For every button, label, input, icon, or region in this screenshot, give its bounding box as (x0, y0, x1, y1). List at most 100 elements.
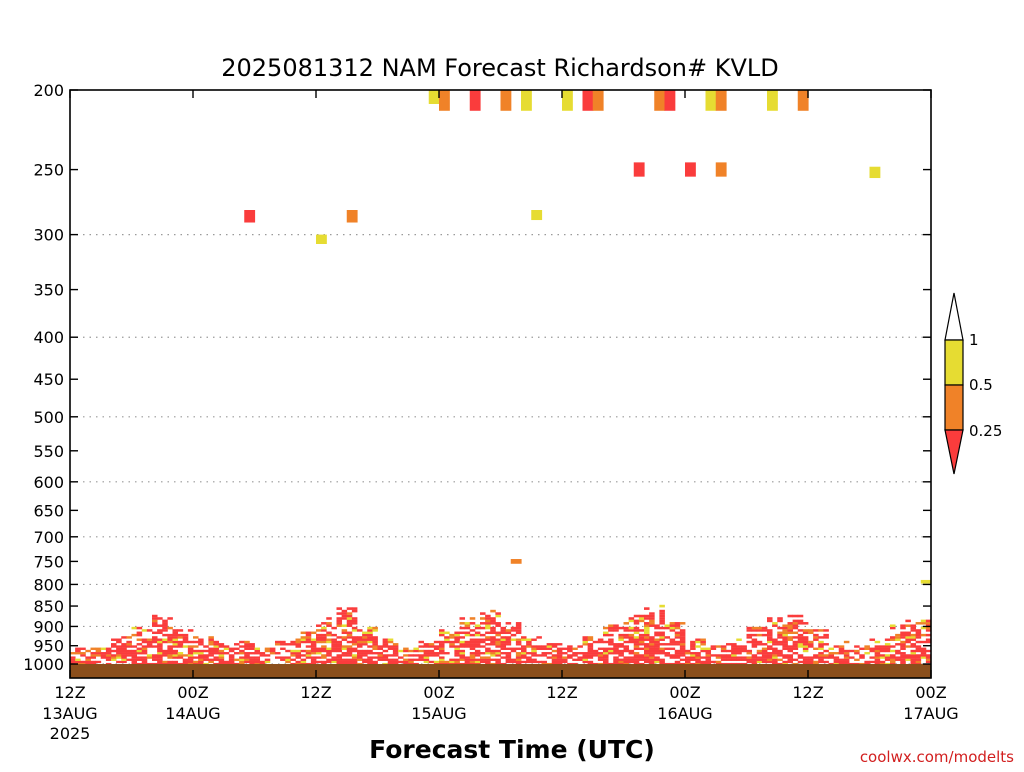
heatmap-cell (146, 638, 153, 641)
heatmap-cell (146, 656, 153, 659)
heatmap-cell (382, 649, 389, 653)
heatmap-cell (654, 90, 666, 111)
heatmap-cell (121, 660, 127, 664)
heatmap-cell (690, 656, 696, 659)
heatmap-cell (910, 649, 917, 653)
heatmap-cell (469, 643, 476, 646)
heatmap-cell (346, 619, 353, 623)
heatmap-cell (633, 638, 640, 641)
heatmap-cell (172, 656, 179, 659)
heatmap-cell (603, 640, 609, 644)
heatmap-cell (372, 629, 378, 632)
heatmap-cell (920, 647, 927, 650)
heatmap-cell (116, 647, 122, 650)
heatmap-cell (659, 643, 665, 646)
heatmap-cell (669, 626, 676, 630)
heatmap-cell (367, 649, 373, 653)
heatmap-cell (910, 658, 917, 661)
heatmap-cell (316, 633, 322, 637)
heatmap-cell (439, 631, 445, 635)
y-tick-label: 200 (33, 81, 64, 100)
heatmap-cell (536, 660, 542, 664)
heatmap-cell (767, 629, 773, 632)
heatmap-cell (797, 638, 804, 641)
heatmap-cell (787, 636, 794, 639)
heatmap-cell (152, 656, 158, 659)
heatmap-cell (685, 656, 691, 659)
y-tick-label: 650 (33, 501, 64, 520)
heatmap-cell (485, 619, 491, 623)
heatmap-cell (213, 652, 220, 655)
heatmap-cell (787, 631, 794, 635)
heatmap-cell (792, 622, 799, 625)
heatmap-cell (551, 660, 558, 664)
heatmap-cell (321, 638, 327, 641)
heatmap-cell (346, 654, 353, 657)
heatmap-cell (772, 624, 778, 627)
heatmap-cell (510, 629, 517, 632)
heatmap-cell (505, 629, 512, 632)
heatmap-cell (382, 640, 389, 644)
heatmap-cell (495, 654, 501, 657)
heatmap-cell (797, 656, 804, 659)
heatmap-cell (433, 660, 440, 664)
heatmap-cell (116, 656, 122, 659)
heatmap-cell (392, 643, 399, 646)
heatmap-cell (208, 652, 214, 655)
heatmap-cell (439, 649, 445, 653)
heatmap-cell (823, 636, 829, 639)
heatmap-cell (136, 652, 143, 655)
heatmap-cell (556, 649, 563, 653)
heatmap-cell (321, 633, 327, 637)
heatmap-cell (869, 638, 876, 641)
heatmap-cell (193, 640, 199, 644)
heatmap-cell (336, 660, 343, 664)
heatmap-cell (510, 647, 517, 650)
heatmap-cell (244, 640, 250, 644)
heatmap-cell (751, 654, 758, 657)
heatmap-cell (310, 660, 317, 664)
heatmap-cell (321, 636, 327, 639)
y-tick-label: 450 (33, 370, 64, 389)
heatmap-cell (679, 638, 686, 641)
heatmap-cell (720, 658, 727, 661)
heatmap-cell (818, 640, 824, 644)
heatmap-cell (633, 660, 640, 664)
heatmap-cell (336, 617, 343, 620)
heatmap-cell (720, 656, 727, 659)
heatmap-cell (802, 658, 809, 661)
heatmap-cell (280, 647, 286, 650)
heatmap-cell (157, 638, 163, 641)
heatmap-cell (802, 643, 809, 646)
heatmap-cell (526, 656, 532, 659)
heatmap-cell (792, 626, 799, 630)
x-tick-label: 15AUG (411, 704, 466, 723)
heatmap-cell (172, 654, 179, 657)
heatmap-cell (213, 643, 220, 646)
heatmap-cell (321, 654, 327, 657)
heatmap-cell (726, 656, 732, 659)
heatmap-cell (316, 636, 322, 639)
heatmap-cell (70, 652, 76, 655)
heatmap-cell (428, 654, 435, 657)
y-tick-label: 250 (33, 161, 64, 180)
heatmap-cell (321, 660, 327, 664)
heatmap-cell (254, 658, 261, 661)
heatmap-cell (439, 633, 445, 637)
heatmap-cell (608, 649, 614, 653)
heatmap-cell (526, 643, 532, 646)
heatmap-cell (321, 622, 327, 625)
heatmap-cell (367, 658, 373, 661)
heatmap-cell (695, 660, 701, 664)
heatmap-cell (756, 658, 763, 661)
heatmap-cell (736, 647, 742, 650)
heatmap-cell (300, 658, 307, 661)
heatmap-cell (587, 654, 594, 657)
heatmap-cell (910, 660, 917, 664)
heatmap-cell (136, 633, 143, 637)
heatmap-cell (787, 649, 794, 653)
heatmap-cell (439, 640, 445, 644)
heatmap-cell (490, 617, 496, 620)
heatmap-cell (731, 643, 737, 646)
heatmap-cell (510, 626, 517, 630)
